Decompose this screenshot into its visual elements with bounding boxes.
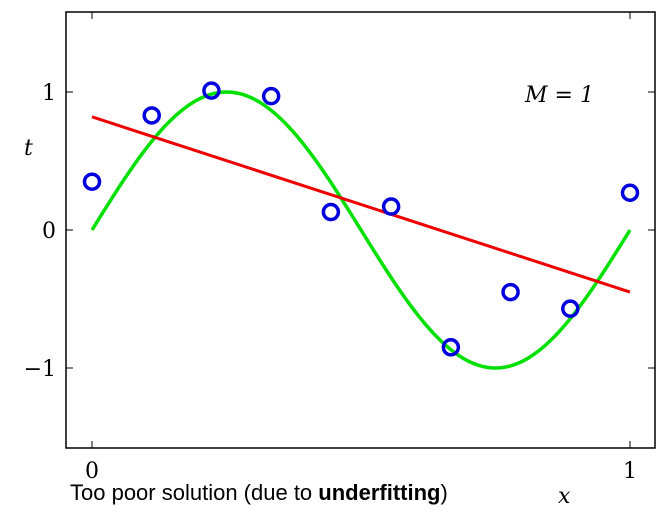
caption-emphasis: underfitting (318, 480, 441, 505)
data-point (261, 86, 281, 106)
y-tick-label: −1 (24, 357, 56, 382)
data-point (142, 106, 161, 125)
data-point (501, 282, 520, 302)
data-point (620, 183, 640, 202)
caption-prefix: Too poor solution (due to (70, 480, 319, 505)
data-point (321, 202, 341, 222)
data-point (82, 172, 102, 191)
model-order-label: M = 1 (524, 83, 594, 108)
fitted-line (91, 115, 631, 294)
data-point (441, 338, 461, 357)
true-function-curve (90, 90, 632, 370)
data-point (381, 197, 401, 216)
y-tick-label: 0 (42, 219, 56, 244)
data-point (202, 81, 221, 100)
data-point (561, 299, 580, 318)
x-tick-label: 0 (85, 459, 99, 484)
y-tick-label: 1 (42, 81, 56, 106)
x-tick-label: 1 (623, 459, 637, 484)
caption-suffix: ) (440, 480, 448, 505)
caption: Too poor solution (due to underfitting) (70, 480, 448, 506)
y-axis-label: t (24, 136, 33, 161)
x-axis-label: x (558, 484, 571, 509)
